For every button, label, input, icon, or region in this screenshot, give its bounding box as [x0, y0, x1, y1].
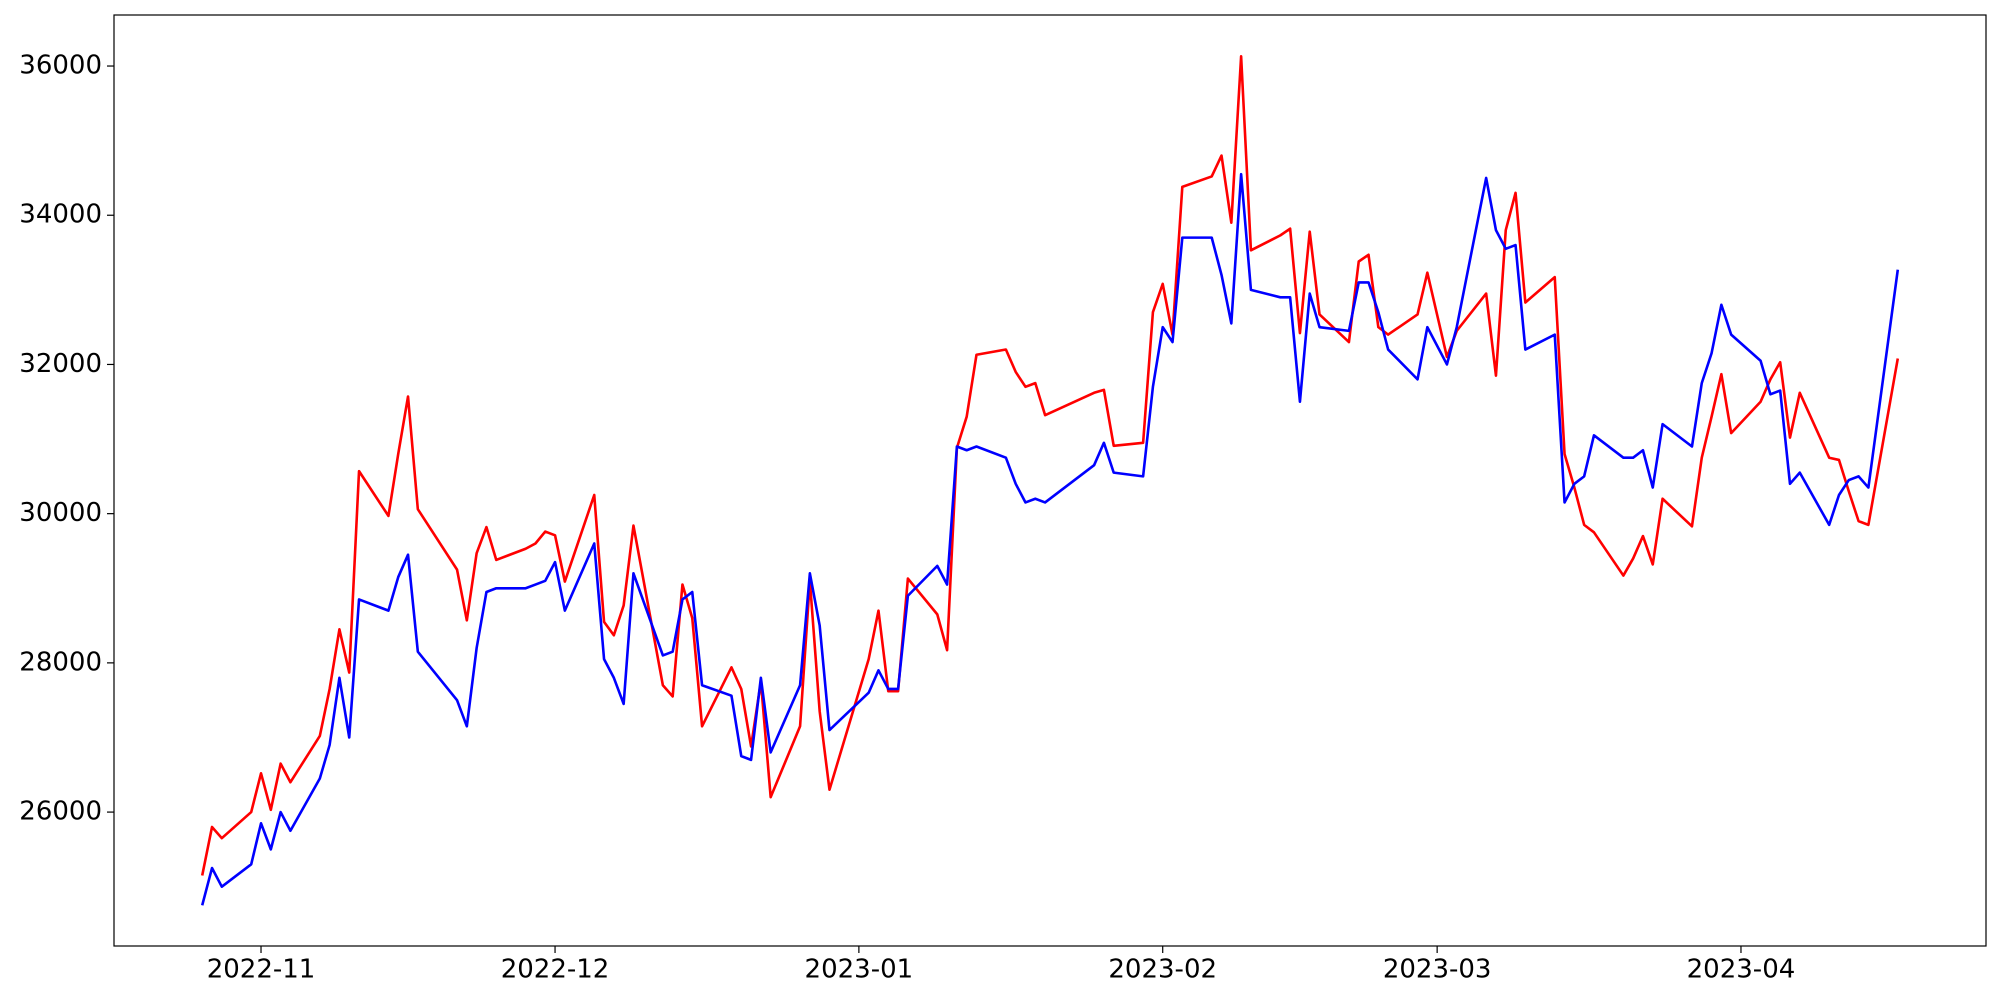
line-series — [200, 55, 1900, 876]
plot-frame — [113, 14, 1987, 947]
x-tick-label: 2023-04 — [1687, 955, 1796, 985]
y-tick-label: 30000 — [19, 498, 102, 528]
x-tick-label: 2022-11 — [207, 955, 316, 985]
x-tick-label: 2023-03 — [1383, 955, 1492, 985]
y-tick-label: 32000 — [19, 349, 102, 379]
line-series — [200, 172, 1900, 906]
y-tick-label: 26000 — [19, 797, 102, 827]
y-tick-label: 28000 — [19, 647, 102, 677]
x-tick-label: 2023-01 — [805, 955, 914, 985]
x-tick-label: 2023-02 — [1108, 955, 1217, 985]
y-tick-label: 36000 — [19, 51, 102, 81]
x-tick-label: 2022-12 — [501, 955, 610, 985]
y-tick-label: 34000 — [19, 200, 102, 230]
